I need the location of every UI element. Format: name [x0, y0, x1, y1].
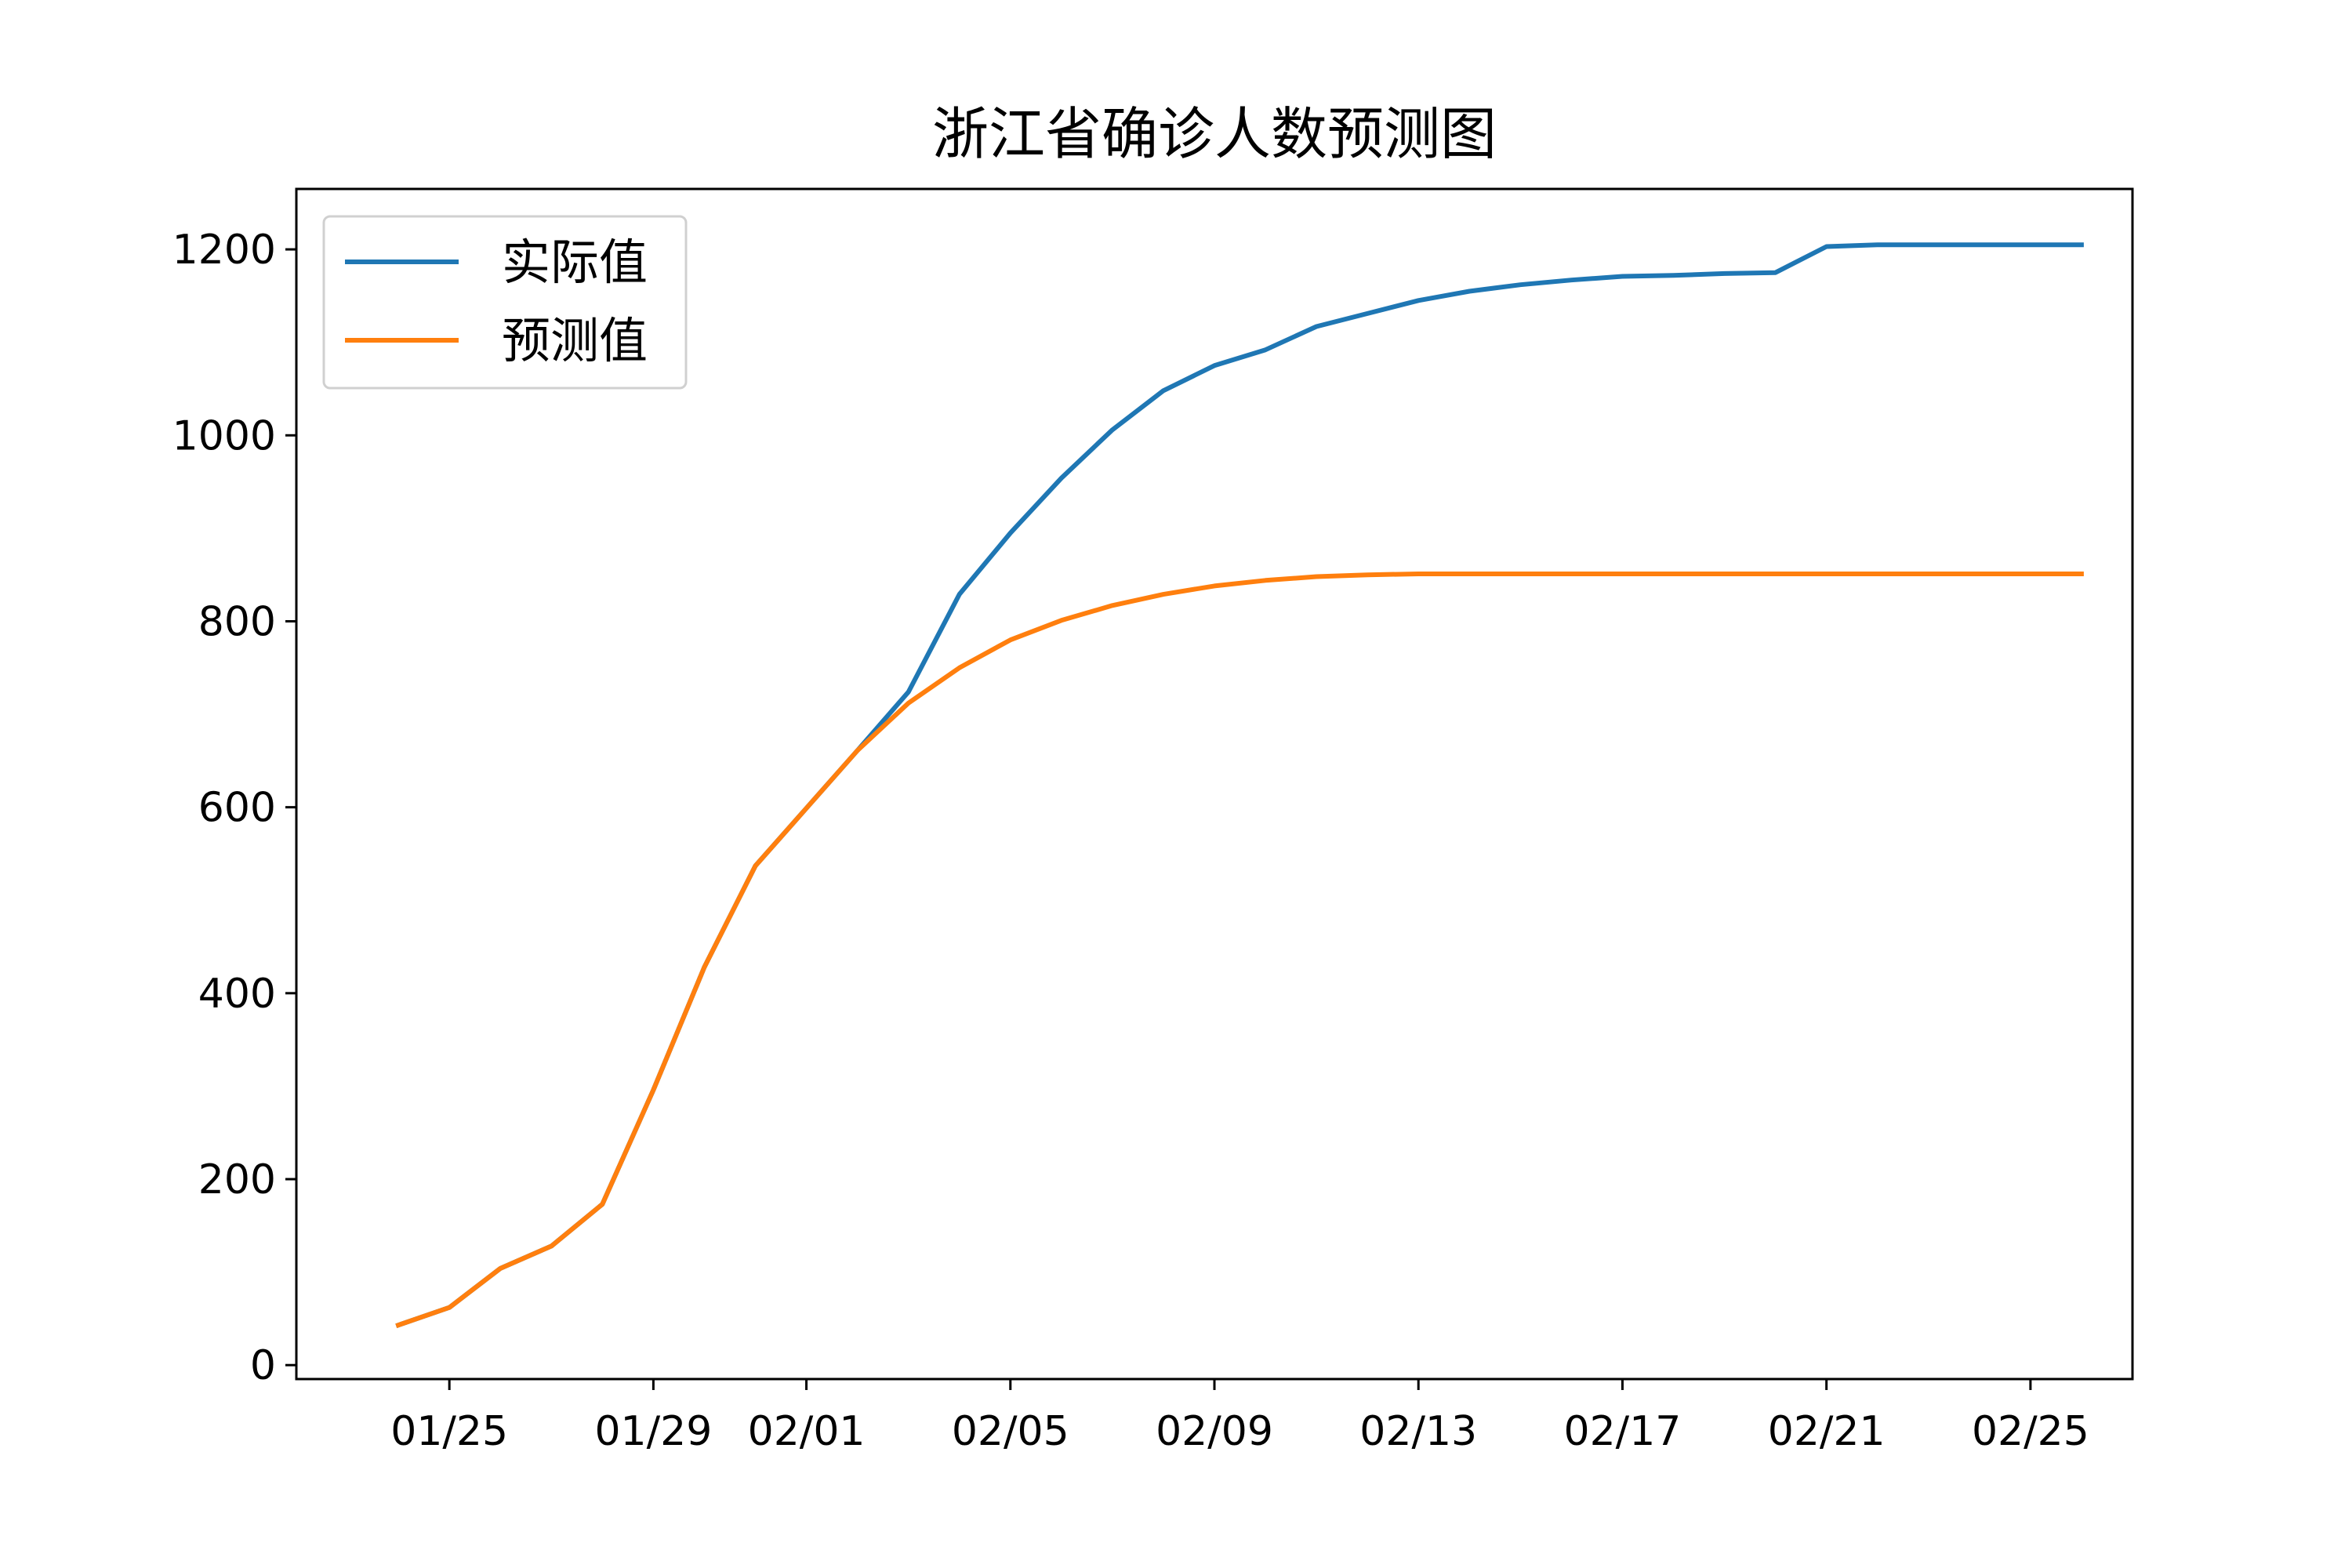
x-tick-label-3: 02/05	[952, 1408, 1069, 1455]
y-tick-label-5: 1000	[172, 412, 276, 459]
x-tick-label-0: 01/25	[390, 1408, 508, 1455]
x-tick-label-1: 01/29	[594, 1408, 712, 1455]
x-tick-label-2: 02/01	[748, 1408, 866, 1455]
series-line-1	[395, 572, 2084, 1329]
chart-title: 浙江省确诊人数预测图	[932, 101, 1497, 167]
legend-label-1: 预测值	[502, 312, 648, 369]
legend-box	[322, 215, 688, 390]
y-tick-label-6: 1200	[172, 227, 276, 274]
y-tick-label-4: 800	[198, 598, 276, 645]
x-axis: 01/25 01/29 02/01 02/05 02/09 02/13 02/17 02/21…	[390, 1379, 2089, 1455]
legend-label-0: 实际值	[502, 234, 648, 291]
y-axis: 0 200 400 600 800 1000 1200	[172, 227, 296, 1389]
y-tick-label-1: 200	[198, 1156, 276, 1203]
x-tick-label-8: 02/25	[1972, 1408, 2089, 1455]
y-tick-label-3: 600	[198, 785, 276, 832]
series-layer	[395, 242, 2084, 1329]
x-tick-label-4: 02/09	[1156, 1408, 1273, 1455]
y-tick-label-0: 0	[250, 1342, 276, 1389]
x-tick-label-7: 02/21	[1768, 1408, 1886, 1455]
x-tick-label-6: 02/17	[1564, 1408, 1682, 1455]
plot-frame	[295, 187, 2134, 1381]
x-tick-label-5: 02/13	[1359, 1408, 1477, 1455]
y-tick-label-2: 400	[198, 971, 276, 1018]
